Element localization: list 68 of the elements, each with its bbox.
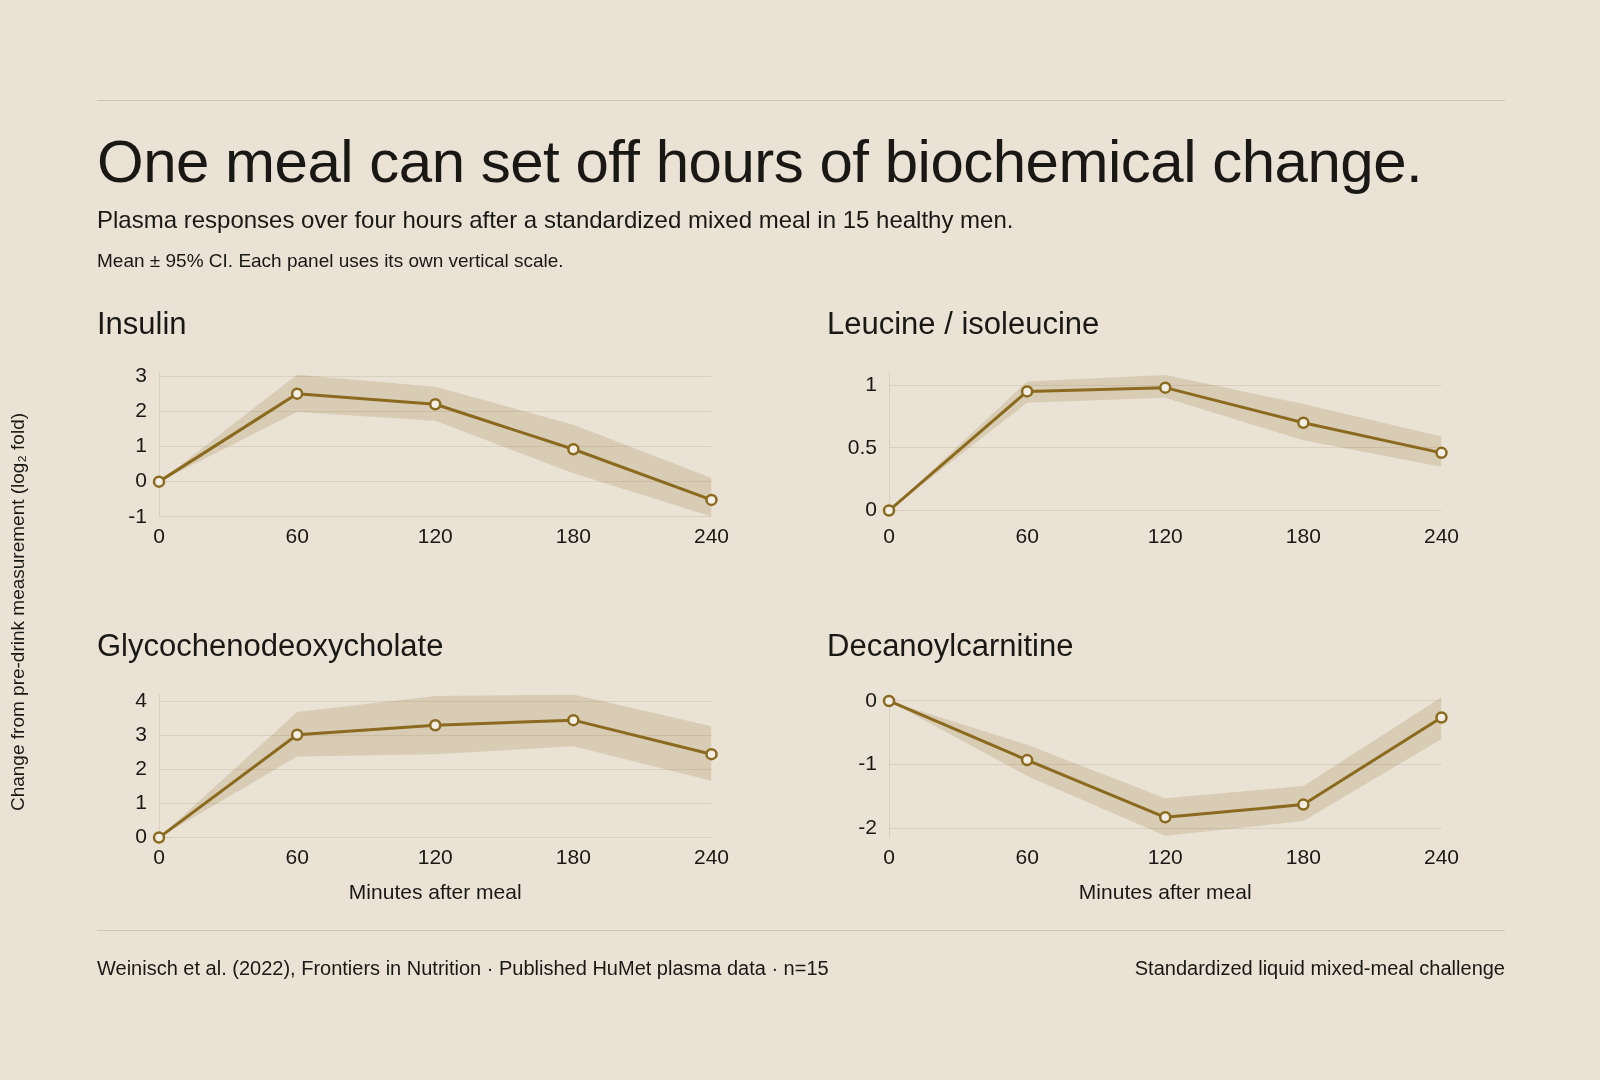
point [1435,711,1448,724]
x-tick-label: 240 [1423,845,1459,868]
text: Standardized liquid mixed-meal challenge [1134,957,1505,980]
y-tick-label: 0 [135,468,147,492]
x-axis-title: Minutes after meal [1078,880,1252,904]
point [1297,416,1310,430]
point [290,728,304,742]
point [290,387,304,400]
x-tick-label: 60 [1015,524,1039,548]
x-tick-label: 60 [285,524,309,548]
x-tick-label: 180 [555,524,591,548]
point [428,398,442,411]
x-tick-label: 180 [1285,845,1321,868]
point [567,713,580,727]
point [1297,798,1310,811]
x-tick-label: 120 [417,524,453,548]
x-tick-label: 240 [693,524,729,548]
text: Weinisch et al. (2022), Frontiers in Nutrition · Published HuMet plasma data · n=15 [97,957,829,980]
x-tick-label: 180 [555,845,591,868]
point [567,443,580,456]
chart-title: Decanoylcarnitine [827,628,1075,664]
x-axis-title: Minutes after meal [348,880,522,904]
y-tick-label: -1 [858,751,877,775]
x-tick-label: 60 [285,845,309,868]
point [428,718,442,732]
point [152,831,166,844]
y-axis-title: Change from pre-drink measurement (log₂ fold) [7,412,29,812]
point [1020,385,1034,398]
chart-title: Insulin [97,306,188,342]
y-tick-label: 1 [865,371,877,395]
text: One meal can set off hours of biochemical change. [97,127,1424,196]
point [1158,811,1172,824]
x-tick-label: 120 [1147,524,1183,548]
point [882,504,896,517]
y-tick-label: 3 [135,362,147,386]
point [1435,446,1448,460]
y-tick-label: 2 [135,756,147,780]
y-tick-label: -1 [128,503,147,527]
x-tick-label: 240 [693,845,729,868]
chart-title: Leucine / isoleucine [827,306,1101,342]
point [705,493,718,507]
x-tick-label: 0 [883,845,895,868]
text: Plasma responses over four hours after a standardized mixed meal in 15 healthy men. [97,206,1015,234]
point [1158,381,1172,394]
text: Mean ± 95% CI. Each panel uses its own vertical scale. [97,250,565,272]
y-tick-label: 1 [135,433,147,457]
y-tick-label: 2 [135,398,147,422]
point [1020,753,1034,767]
x-tick-label: 60 [1015,845,1039,868]
y-tick-label: 4 [135,688,148,712]
chart-title: Glycochenodeoxycholate [97,628,445,664]
point [705,747,718,761]
point [152,475,166,488]
x-tick-label: 120 [417,845,453,868]
y-tick-label: 0 [865,687,877,711]
y-tick-label: 1 [135,790,147,814]
y-tick-label: 0.5 [847,434,877,458]
x-tick-label: 240 [1423,524,1459,548]
point [882,694,896,708]
y-tick-label: -2 [858,814,877,838]
x-tick-label: 0 [153,524,165,548]
x-tick-label: 120 [1147,845,1183,868]
y-tick-label: 0 [135,824,147,848]
x-tick-label: 0 [883,524,895,548]
x-tick-label: 0 [153,845,165,868]
y-tick-label: 0 [865,497,877,521]
y-tick-label: 3 [135,722,147,746]
x-tick-label: 180 [1285,524,1321,548]
